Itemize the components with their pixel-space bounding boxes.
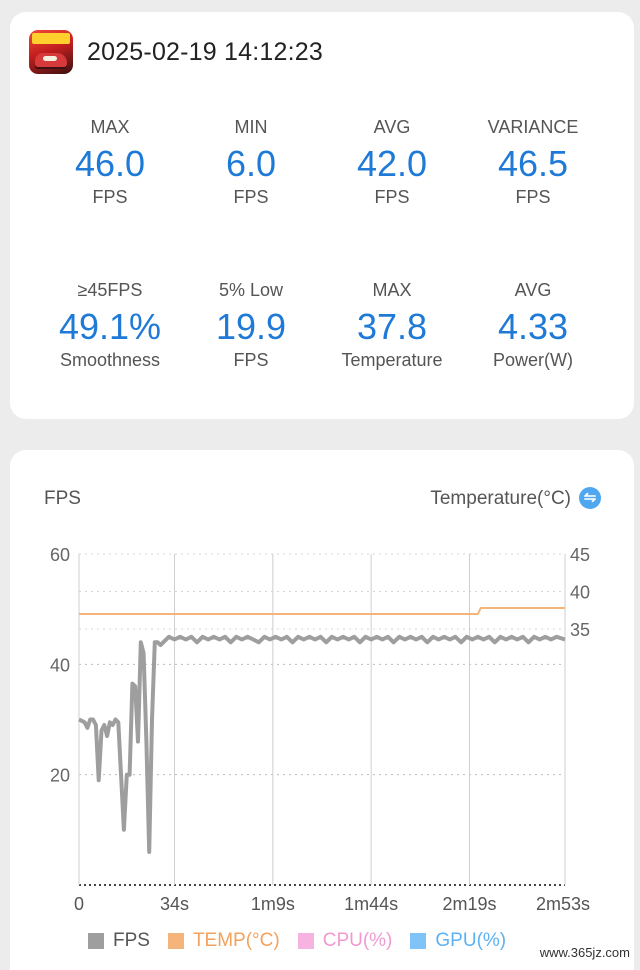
stat-value: 49.1% bbox=[58, 306, 162, 347]
legend-label: FPS bbox=[113, 930, 150, 951]
temperature-series-line bbox=[79, 607, 565, 615]
chart-left-axis-title: FPS bbox=[44, 488, 81, 509]
stat-label: AVG bbox=[514, 280, 552, 300]
stat-label: ≥45FPS bbox=[77, 280, 143, 300]
y2-tick-label: 45 bbox=[570, 545, 590, 565]
stat-value: 46.0 bbox=[74, 143, 146, 184]
summary-card bbox=[10, 12, 634, 419]
y2-tick-label: 35 bbox=[570, 620, 590, 640]
y-tick-label: 60 bbox=[50, 545, 70, 565]
legend-label: GPU(%) bbox=[435, 930, 507, 951]
legend-item-fps[interactable]: FPS bbox=[88, 930, 150, 952]
game-icon[interactable] bbox=[29, 30, 73, 74]
stat-max-fps: MAX 46.0 FPS bbox=[40, 117, 180, 208]
stat-smoothness: ≥45FPS 49.1% Smoothness bbox=[40, 280, 180, 371]
stat-value: 37.8 bbox=[356, 306, 428, 347]
switch-axis-icon[interactable]: ⇋ bbox=[579, 487, 601, 509]
session-header: 2025-02-19 14:12:23 bbox=[29, 30, 323, 74]
legend-swatch bbox=[297, 933, 314, 949]
stat-label: MAX bbox=[372, 280, 412, 300]
stat-unit: Temperature bbox=[341, 350, 443, 370]
stat-value: 4.33 bbox=[497, 306, 569, 347]
legend-label: CPU(%) bbox=[322, 930, 393, 951]
stat-value: 19.9 bbox=[215, 306, 287, 347]
stat-avg-power: AVG 4.33 Power(W) bbox=[463, 280, 603, 371]
stat-label: MAX bbox=[90, 117, 130, 137]
y-tick-label: 20 bbox=[50, 766, 70, 786]
stat-unit: FPS bbox=[515, 187, 551, 207]
stat-value: 42.0 bbox=[356, 143, 428, 184]
stat-unit: Power(W) bbox=[493, 350, 573, 370]
stat-label: AVG bbox=[373, 117, 411, 137]
legend-swatch bbox=[88, 933, 104, 949]
stat-value: 6.0 bbox=[225, 143, 277, 184]
chart-right-axis-title: Temperature(°C) bbox=[430, 488, 571, 509]
stat-label: MIN bbox=[234, 117, 268, 137]
session-timestamp: 2025-02-19 14:12:23 bbox=[87, 37, 323, 66]
x-tick-label: 34s bbox=[160, 894, 189, 914]
y-tick-label: 40 bbox=[50, 655, 70, 675]
y2-tick-label: 40 bbox=[570, 583, 590, 603]
x-tick-label: 1m9s bbox=[251, 894, 295, 914]
stat-5pct-low: 5% Low 19.9 FPS bbox=[181, 280, 321, 371]
fps-series-line bbox=[78, 634, 566, 854]
stat-unit: FPS bbox=[374, 187, 410, 207]
legend-swatch bbox=[410, 933, 427, 949]
stat-variance-fps: VARIANCE 46.5 FPS bbox=[463, 117, 603, 208]
legend-label: TEMP(°C) bbox=[192, 930, 280, 951]
legend-item-cpu[interactable]: CPU(%) bbox=[297, 930, 393, 952]
watermark: www.365jz.com bbox=[535, 944, 634, 961]
stat-value: 46.5 bbox=[497, 143, 569, 184]
stat-unit: FPS bbox=[233, 187, 269, 207]
stat-avg-fps: AVG 42.0 FPS bbox=[322, 117, 462, 208]
legend-item-temp[interactable]: TEMP(°C) bbox=[167, 930, 280, 952]
stat-unit: FPS bbox=[233, 350, 269, 370]
x-tick-label: 2m19s bbox=[442, 894, 496, 914]
x-tick-label: 0 bbox=[74, 894, 84, 914]
chart-card bbox=[10, 450, 634, 970]
x-tick-label: 2m53s bbox=[536, 894, 590, 914]
legend-item-gpu[interactable]: GPU(%) bbox=[410, 930, 506, 952]
stat-label: VARIANCE bbox=[487, 117, 579, 137]
x-tick-label: 1m44s bbox=[344, 894, 398, 914]
stat-min-fps: MIN 6.0 FPS bbox=[181, 117, 321, 208]
stat-unit: Smoothness bbox=[59, 350, 161, 370]
legend-swatch bbox=[167, 933, 184, 949]
chart-legend: FPS TEMP(°C) CPU(%) GPU(%) bbox=[88, 930, 524, 952]
stat-max-temperature: MAX 37.8 Temperature bbox=[322, 280, 462, 371]
stat-label: 5% Low bbox=[218, 280, 284, 300]
stat-unit: FPS bbox=[92, 187, 128, 207]
